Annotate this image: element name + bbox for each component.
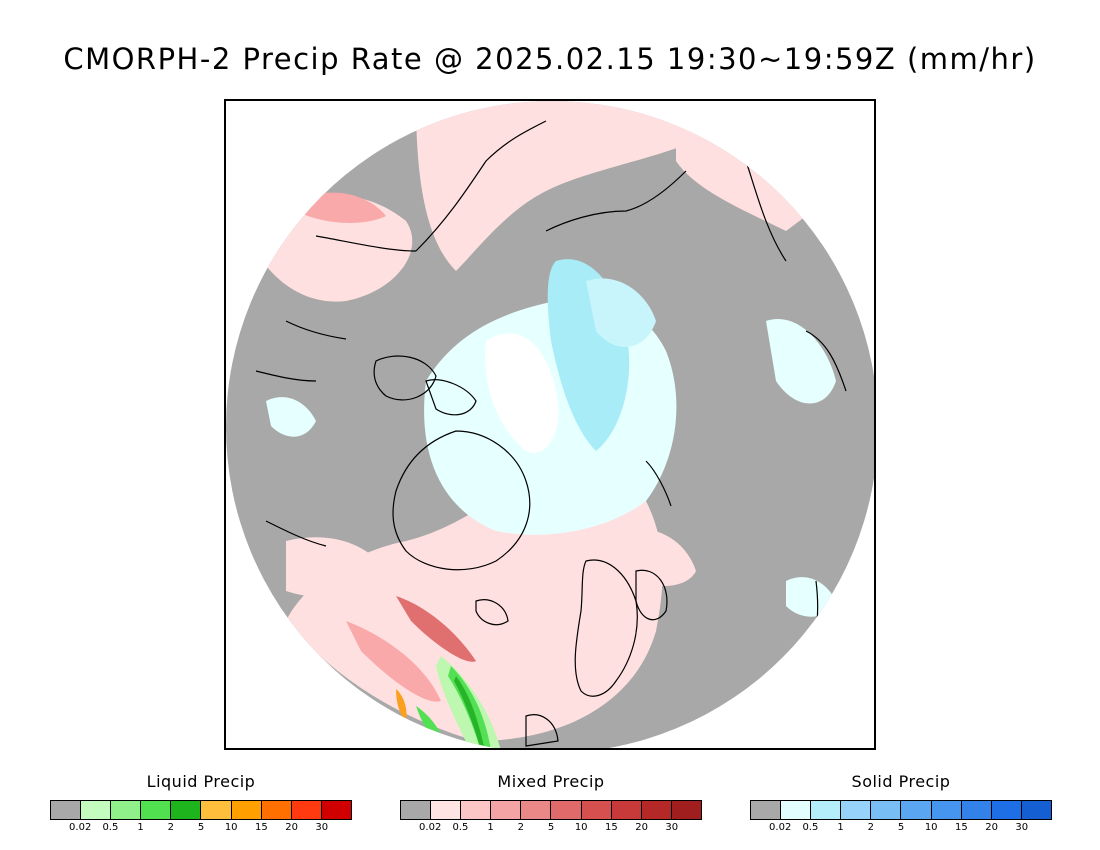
legend-swatch — [491, 801, 522, 819]
legend-swatch — [901, 801, 932, 819]
legend-tick-label: 2 — [867, 822, 874, 833]
legend-swatch — [551, 801, 582, 819]
precip-map-svg — [226, 101, 874, 748]
legend-tick-label: 20 — [285, 822, 298, 833]
legend-tick-label: 0.5 — [452, 822, 469, 833]
legend-swatch — [291, 801, 322, 819]
heavy-mixed-streaks — [296, 192, 476, 702]
legend-tick-label: 0.02 — [419, 822, 442, 833]
legend-tick-label: 30 — [315, 822, 329, 833]
legend-swatch — [841, 801, 872, 819]
legend-ticks: 0.02 0.5 1 2 5 10 15 20 30 — [400, 820, 702, 834]
legend-solid: Solid Precip 0.02 0.5 1 2 5 10 15 20 30 — [750, 772, 1052, 834]
legend-swatch — [811, 801, 842, 819]
legend-tick-label: 0.5 — [102, 822, 119, 833]
legend-ticks: 0.02 0.5 1 2 5 10 15 20 30 — [750, 820, 1052, 834]
legend-tick-label: 10 — [924, 822, 938, 833]
legend-swatch — [51, 801, 82, 819]
polar-map — [224, 99, 876, 750]
legend-tick-label: 5 — [897, 822, 905, 833]
legend-swatch — [461, 801, 492, 819]
solid-precip-regions — [266, 259, 836, 617]
legend-tick-label: 10 — [574, 822, 588, 833]
legend-tick-label: 1 — [487, 822, 494, 833]
legend-swatch — [991, 801, 1022, 819]
liquid-precip-streak — [396, 656, 501, 748]
legend-liquid: Liquid Precip 0.02 0.5 1 2 5 10 15 20 30 — [50, 772, 352, 834]
legend-tick-label: 1 — [837, 822, 844, 833]
legend-title: Liquid Precip — [146, 772, 256, 791]
legend-swatch — [581, 801, 612, 819]
legend-mixed: Mixed Precip 0.02 0.5 1 2 5 10 15 20 30 — [400, 772, 702, 834]
legend-tick-label: 0.5 — [802, 822, 819, 833]
legend-swatch — [111, 801, 142, 819]
legend-tick-label: 30 — [665, 822, 679, 833]
legend-tick-label: 1 — [137, 822, 144, 833]
legend-swatch — [521, 801, 552, 819]
legend-tick-label: 10 — [224, 822, 238, 833]
legend-tick-label: 20 — [985, 822, 998, 833]
legend-swatch — [431, 801, 462, 819]
legend-swatch — [961, 801, 992, 819]
legend-tick-label: 30 — [1015, 822, 1029, 833]
legend-swatch — [781, 801, 812, 819]
chart-title: CMORPH-2 Precip Rate @ 2025.02.15 19:30~… — [63, 42, 1037, 76]
legend-colorbar — [50, 800, 352, 820]
legend-tick-label: 15 — [605, 822, 618, 833]
legend-swatch — [261, 801, 292, 819]
legend-colorbar — [750, 800, 1052, 820]
legend-swatch — [611, 801, 642, 819]
legend-swatch — [171, 801, 202, 819]
legend-ticks: 0.02 0.5 1 2 5 10 15 20 30 — [50, 820, 352, 834]
legend-tick-label: 15 — [955, 822, 968, 833]
legend-swatch — [231, 801, 262, 819]
legend-swatch — [321, 801, 351, 819]
legend-swatch — [751, 801, 782, 819]
legend-tick-label: 0.02 — [769, 822, 792, 833]
legend-swatch — [201, 801, 232, 819]
legend-tick-label: 5 — [547, 822, 555, 833]
legend-title: Solid Precip — [851, 772, 951, 791]
legend-swatch — [401, 801, 432, 819]
legend-tick-label: 2 — [517, 822, 524, 833]
legend-swatch — [641, 801, 672, 819]
legend-swatch — [871, 801, 902, 819]
legend-colorbar — [400, 800, 702, 820]
legend-title: Mixed Precip — [497, 772, 605, 791]
legend-tick-label: 5 — [197, 822, 205, 833]
legend-swatch — [671, 801, 701, 819]
legend-tick-label: 2 — [167, 822, 174, 833]
legend-tick-label: 15 — [255, 822, 268, 833]
legend-tick-label: 20 — [635, 822, 648, 833]
legend-swatch — [141, 801, 172, 819]
legend-swatch — [81, 801, 112, 819]
legend-swatch — [1021, 801, 1051, 819]
legend-tick-label: 0.02 — [69, 822, 92, 833]
legend-swatch — [931, 801, 962, 819]
